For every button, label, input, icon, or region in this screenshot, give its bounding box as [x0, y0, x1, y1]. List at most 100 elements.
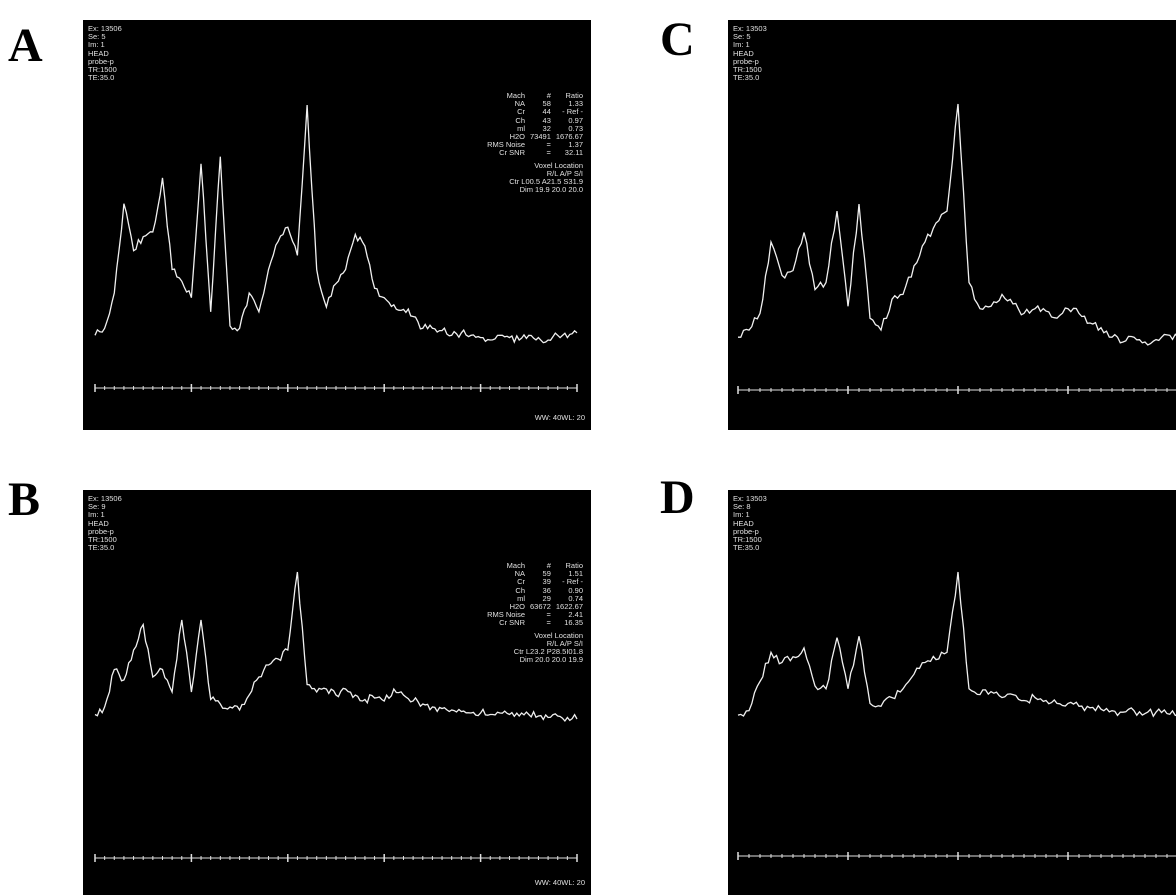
voxel-dim: Dim 20.0 20.0 19.9: [519, 655, 583, 665]
scan-header-line: probe-p: [733, 526, 759, 536]
metabolite-cell: Ch: [515, 585, 526, 595]
metabolite-cell: 39: [542, 577, 551, 587]
metabolite-row: Cr SNR = 16.35: [487, 619, 583, 627]
metabolite-cell: RMS Noise: [487, 610, 526, 620]
metabolite-cell: 1.37: [568, 140, 583, 150]
spectrum-trace: [737, 571, 1176, 718]
scan-header-line: Im: 1: [733, 40, 750, 50]
scan-header-line: Ex: 13503: [733, 494, 767, 503]
metabolite-cell: 59: [542, 569, 551, 579]
scan-header-line: TR:1500: [733, 535, 762, 545]
metabolite-table-b: Mach # Ratio NA 59 1.51 Cr 39 - Ref - Ch 36 0.90 ml 2…: [487, 561, 583, 665]
metabolite-column-header: Mach: [506, 91, 526, 100]
metabolite-cell: 32.11: [564, 148, 583, 158]
spectrum-panel-a: Ex: 13506 Se: 5 Im: 1 HEAD probe-p TR:1500 TE:…: [83, 20, 591, 430]
scan-header-line: HEAD: [733, 518, 754, 528]
metabolite-cell: 43: [542, 115, 551, 125]
spectrum-panel-d: Ex: 13503 Se: 8 Im: 1 HEAD probe-p TR:1500 TE:…: [728, 490, 1176, 895]
voxel-location-b: Voxel Location R/L A/P S/I Ctr L23.2 P28.5…: [487, 630, 583, 665]
metabolite-cell: ml: [517, 123, 526, 133]
scan-header-line: TE:35.0: [733, 73, 760, 83]
spectrum-plot-b: [94, 571, 578, 862]
spectrum-trace: [94, 571, 578, 723]
metabolite-cell: ml: [517, 593, 526, 603]
scan-header-c: Ex: 13503 Se: 5 Im: 1 HEAD probe-p TR:1500 TE:…: [733, 24, 767, 83]
metabolite-column-header: Ratio: [565, 91, 583, 100]
spectrum-panel-b: Ex: 13506 Se: 9 Im: 1 HEAD probe-p TR:1500 TE:…: [83, 490, 591, 895]
metabolite-cell: 0.73: [568, 123, 583, 133]
voxel-dim: Dim 19.9 20.0 20.0: [519, 185, 583, 195]
metabolite-row: NA 58 1.33: [487, 99, 583, 109]
scan-header-line: Se: 5: [733, 32, 751, 42]
scan-header-line: HEAD: [88, 48, 109, 58]
metabolite-row: H2O 63672 1622.67: [487, 602, 583, 612]
voxel-axes: R/L A/P S/I: [546, 638, 583, 648]
metabolite-cell: 1.33: [568, 99, 583, 109]
scan-header-line: Ex: 13503: [733, 24, 767, 33]
metabolite-row: Cr 44 - Ref -: [487, 108, 583, 116]
voxel-title: Voxel Location: [534, 160, 583, 170]
scan-header-line: Se: 5: [88, 32, 106, 42]
spectrum-plot-a: [94, 104, 578, 392]
metabolite-row: Cr SNR = 32.11: [487, 149, 583, 157]
metabolite-cell: Ch: [515, 115, 526, 125]
metabolite-cell: Cr: [517, 107, 526, 117]
metabolite-cell: 16.35: [564, 618, 583, 628]
metabolite-cell: 0.97: [568, 115, 583, 125]
panel-label-a: A: [8, 19, 43, 72]
scan-header-line: Im: 1: [88, 510, 105, 520]
metabolite-row: RMS Noise = 2.41: [487, 611, 583, 619]
panel-label-c: C: [660, 13, 695, 66]
metabolite-cell: H2O: [509, 602, 526, 612]
panel-label-b: B: [8, 473, 41, 526]
spectrum-plot-d: [737, 571, 1176, 860]
metabolite-cell: =: [546, 140, 551, 150]
voxel-axes: R/L A/P S/I: [546, 168, 583, 178]
metabolite-cell: - Ref -: [562, 577, 583, 587]
metabolite-cell: Cr: [517, 577, 526, 587]
voxel-title: Voxel Location: [534, 630, 583, 640]
scan-header-line: HEAD: [733, 48, 754, 58]
metabolite-cell: 44: [542, 107, 551, 117]
spectrum-trace: [94, 104, 578, 344]
window-level-b: WW: 40WL: 20: [534, 878, 585, 887]
scan-header-line: Im: 1: [733, 510, 750, 520]
metabolite-cell: 63672: [530, 602, 551, 612]
scan-header-line: probe-p: [88, 56, 114, 66]
metabolite-cell: 29: [542, 593, 551, 603]
metabolite-cell: 36: [542, 585, 551, 595]
metabolite-row: Cr 39 - Ref -: [487, 578, 583, 586]
scan-header-line: TR:1500: [88, 535, 117, 545]
metabolite-cell: - Ref -: [562, 107, 583, 117]
scan-header-line: TR:1500: [733, 65, 762, 75]
spectrum-panel-c: Ex: 13503 Se: 5 Im: 1 HEAD probe-p TR:1500 TE:…: [728, 20, 1176, 430]
scan-header-d: Ex: 13503 Se: 8 Im: 1 HEAD probe-p TR:1500 TE:…: [733, 494, 767, 553]
voxel-ctr: Ctr L23.2 P28.5I01.8: [513, 647, 583, 657]
metabolite-cell: 1676.67: [555, 132, 583, 142]
metabolite-cell: 73491: [530, 132, 551, 142]
metabolite-row: NA 59 1.51: [487, 569, 583, 579]
metabolite-column-header: #: [546, 91, 551, 100]
metabolite-cell: 0.90: [568, 585, 583, 595]
scan-header-a: Ex: 13506 Se: 5 Im: 1 HEAD probe-p TR:1500 TE:…: [88, 24, 122, 82]
spectrum-plot-c: [737, 103, 1176, 394]
metabolite-row: ml 29 0.74: [487, 593, 583, 603]
spectrum-trace: [738, 103, 1176, 346]
panel-label-d: D: [660, 471, 695, 524]
metabolite-cell: 58: [542, 99, 551, 109]
metabolite-row: H2O 73491 1676.67: [487, 132, 583, 142]
metabolite-cell: Cr SNR: [499, 148, 526, 158]
metabolite-column-header: #: [546, 561, 551, 570]
scan-header-line: probe-p: [733, 56, 759, 66]
scan-header-line: Ex: 13506: [88, 24, 122, 33]
scan-header-line: TE:35.0: [88, 543, 115, 553]
metabolite-cell: =: [546, 618, 551, 628]
scan-header-line: Im: 1: [88, 40, 105, 50]
scan-header-line: TE:35.0: [733, 543, 760, 553]
metabolite-row: Ch 36 0.90: [487, 585, 583, 595]
metabolite-cell: Cr SNR: [499, 618, 526, 628]
metabolite-row: Ch 43 0.97: [487, 115, 583, 125]
metabolite-cell: 2.41: [568, 610, 583, 620]
metabolite-cell: NA: [514, 569, 526, 579]
scan-header-line: Ex: 13506: [88, 494, 122, 503]
